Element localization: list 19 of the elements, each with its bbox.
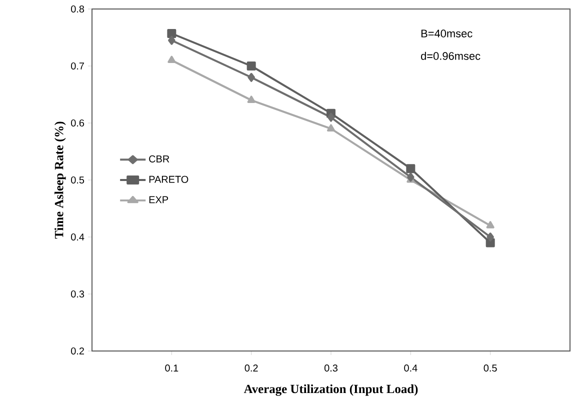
y-tick-label: 0.8 <box>71 5 84 13</box>
x-axis-title: Average Utilization (Input Load) <box>244 384 418 396</box>
x-tick-label: 0.5 <box>484 364 497 372</box>
y-tick-label: 0.7 <box>71 62 84 70</box>
x-tick-label: 0.2 <box>244 364 258 372</box>
y-tick-label: 0.4 <box>71 233 84 241</box>
legend-label: PARETO <box>149 176 188 183</box>
x-tick-label: 0.4 <box>404 364 418 372</box>
annotation: B=40msec <box>421 30 472 38</box>
y-axis-title: Time Asleep Rate (%) <box>54 122 66 239</box>
y-tick-label: 0.5 <box>71 176 84 184</box>
annotation: d=0.96msec <box>421 52 480 60</box>
x-tick-label: 0.1 <box>165 364 178 372</box>
x-tick-label: 0.3 <box>324 364 338 372</box>
y-tick-label: 0.2 <box>71 347 84 355</box>
y-tick-label: 0.6 <box>71 119 84 127</box>
legend-label: EXP <box>149 196 168 204</box>
legend-label: CBR <box>149 155 170 162</box>
y-tick-label: 0.3 <box>71 290 84 298</box>
